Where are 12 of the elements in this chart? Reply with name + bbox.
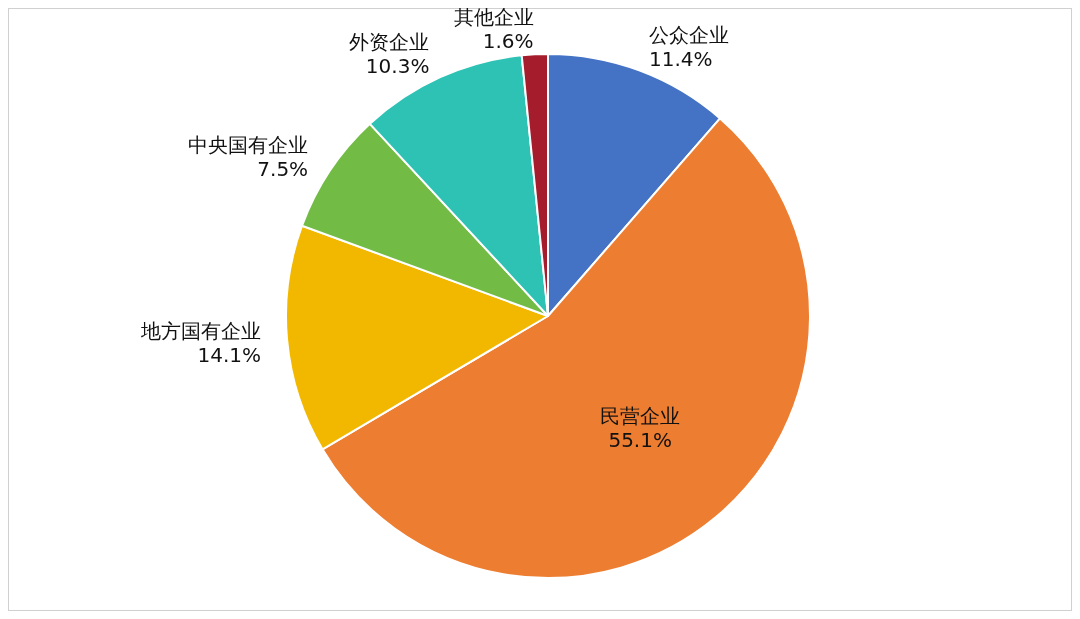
slice-label: 公众企业 <box>649 23 730 48</box>
data-label: 55.1% <box>608 427 672 452</box>
slice-label: 外资企业 <box>349 30 430 55</box>
slice-label: 民营企业 <box>600 403 681 428</box>
data-label: 11.4% <box>649 47 713 72</box>
slice-label: 地方国有企业 <box>140 319 261 344</box>
data-label: 1.6% <box>482 29 534 54</box>
data-label: 7.5% <box>257 157 309 182</box>
slice-label: 其他企业 <box>453 5 534 30</box>
data-label: 10.3% <box>365 54 430 79</box>
slice-label: 中央国有企业 <box>188 133 309 158</box>
data-label: 14.1% <box>197 343 261 368</box>
